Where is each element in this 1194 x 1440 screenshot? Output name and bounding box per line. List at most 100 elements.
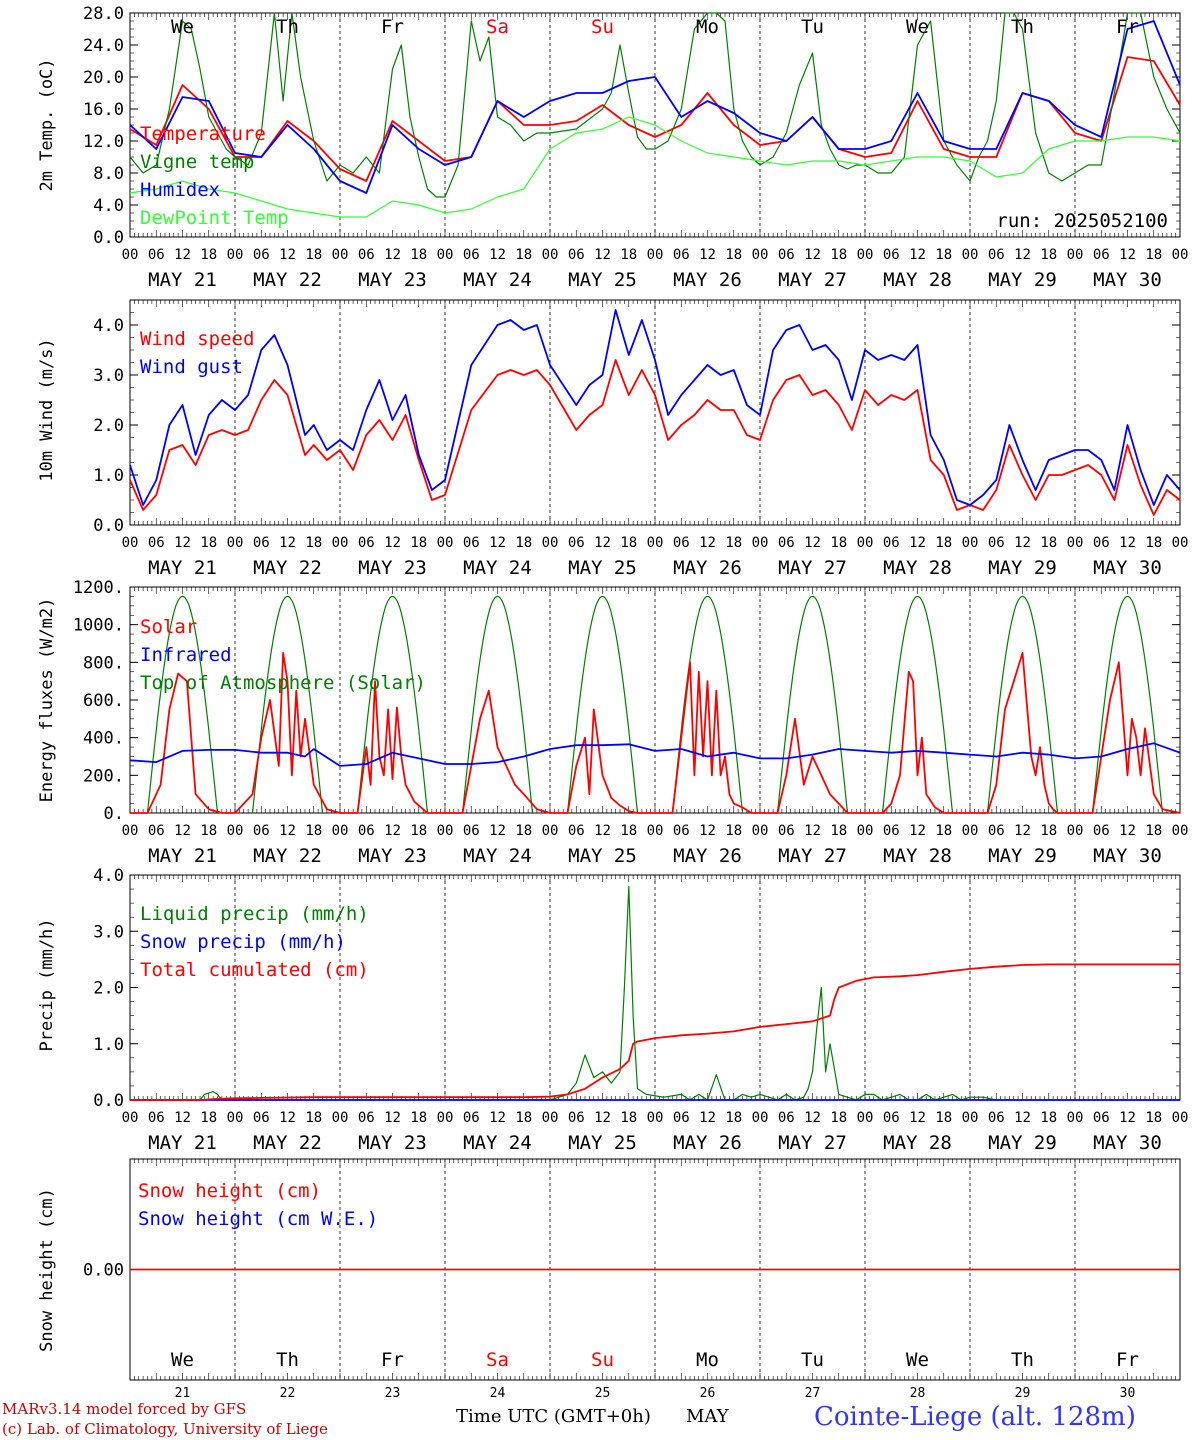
hour-tick-label: 06 <box>673 823 690 839</box>
toa-solar-curve <box>671 595 744 814</box>
hour-tick-label: 12 <box>594 1110 611 1126</box>
y-tick-label: 4.0 <box>93 196 124 216</box>
run-label: run: 2025052100 <box>996 210 1168 232</box>
hour-tick-label: 00 <box>857 535 874 551</box>
hour-tick-label: 18 <box>935 1110 952 1126</box>
hour-tick-label: 18 <box>620 1110 637 1126</box>
hour-tick-label: 00 <box>437 823 454 839</box>
hour-tick-label: 12 <box>1014 823 1031 839</box>
hour-tick-label: 06 <box>253 247 270 263</box>
weekday-label-bottom: Mo <box>696 1349 719 1371</box>
hour-tick-label: 00 <box>542 823 559 839</box>
time-axis-title: Time UTC (GMT+0h) <box>456 1406 651 1427</box>
day-number-label: 25 <box>595 1386 611 1401</box>
hour-tick-label: 18 <box>515 535 532 551</box>
y-tick-label: 1000. <box>73 616 124 636</box>
date-label: MAY 24 <box>463 269 532 291</box>
weekday-label-top: Th <box>276 16 299 38</box>
y-tick-label: 3.0 <box>93 366 124 386</box>
legend-entry: Snow height (cm W.E.) <box>138 1208 378 1230</box>
hour-tick-label: 00 <box>647 247 664 263</box>
date-label: MAY 23 <box>358 557 427 579</box>
hour-tick-label: 06 <box>673 1110 690 1126</box>
date-label: MAY 27 <box>778 1132 847 1154</box>
hour-tick-label: 00 <box>1172 823 1189 839</box>
hour-tick-label: 12 <box>1119 247 1136 263</box>
hour-tick-label: 12 <box>279 535 296 551</box>
hour-tick-label: 18 <box>830 1110 847 1126</box>
day-number-label: 26 <box>700 1386 716 1401</box>
hour-tick-label: 12 <box>699 247 716 263</box>
hour-tick-label: 06 <box>568 1110 585 1126</box>
hour-tick-label: 06 <box>358 247 375 263</box>
date-label: MAY 26 <box>673 1132 742 1154</box>
hour-tick-label: 00 <box>332 823 349 839</box>
hour-tick-label: 18 <box>200 535 217 551</box>
hour-tick-label: 18 <box>830 247 847 263</box>
hour-tick-label: 00 <box>122 823 139 839</box>
hour-tick-label: 06 <box>358 1110 375 1126</box>
date-label: MAY 27 <box>778 845 847 867</box>
weekday-label-top: Sa <box>486 16 509 38</box>
y-tick-label: 200. <box>83 766 124 786</box>
hour-tick-label: 06 <box>148 247 165 263</box>
hour-tick-label: 12 <box>384 1110 401 1126</box>
hour-tick-label: 00 <box>542 247 559 263</box>
y-tick-label: 12.0 <box>83 132 124 152</box>
series-line-2 <box>129 20 1181 194</box>
date-label: MAY 25 <box>568 845 637 867</box>
series-line-0 <box>130 652 1181 814</box>
series-line-3 <box>129 116 1181 218</box>
date-label: MAY 26 <box>673 845 742 867</box>
date-label: MAY 21 <box>148 557 217 579</box>
hour-tick-label: 12 <box>594 535 611 551</box>
hour-tick-label: 06 <box>253 535 270 551</box>
hour-tick-label: 00 <box>332 1110 349 1126</box>
hour-tick-label: 18 <box>410 823 427 839</box>
hour-tick-label: 18 <box>935 247 952 263</box>
hour-tick-label: 00 <box>227 247 244 263</box>
date-label: MAY 27 <box>778 557 847 579</box>
series-line-0 <box>129 359 1181 516</box>
hour-tick-label: 12 <box>174 247 191 263</box>
hour-tick-label: 18 <box>515 1110 532 1126</box>
hour-tick-label: 18 <box>935 535 952 551</box>
hour-tick-label: 18 <box>1040 1110 1057 1126</box>
y-axis-label: Snow height (cm) <box>37 1188 57 1352</box>
credits-line2: (c) Lab. of Climatology, University of L… <box>2 1420 328 1438</box>
weekday-label-bottom: Sa <box>486 1349 509 1371</box>
station-label: Cointe-Liege (alt. 128m) <box>814 1402 1136 1432</box>
hour-tick-label: 00 <box>1172 535 1189 551</box>
y-tick-label: 0.00 <box>83 1261 124 1281</box>
y-tick-label: 16.0 <box>83 100 124 120</box>
hour-tick-label: 06 <box>988 535 1005 551</box>
date-label: MAY 29 <box>988 269 1057 291</box>
hour-tick-label: 18 <box>620 247 637 263</box>
hour-tick-label: 18 <box>515 247 532 263</box>
legend-entry: Total cumulated (cm) <box>140 959 369 981</box>
hour-tick-label: 00 <box>857 823 874 839</box>
hour-tick-label: 00 <box>647 535 664 551</box>
hour-tick-label: 06 <box>673 247 690 263</box>
hour-tick-label: 06 <box>253 823 270 839</box>
hour-tick-label: 12 <box>174 535 191 551</box>
date-label: MAY 21 <box>148 269 217 291</box>
day-number-label: 24 <box>490 1386 506 1401</box>
legend-entry: Humidex <box>140 179 220 201</box>
hour-tick-label: 12 <box>909 535 926 551</box>
weekday-label-top: We <box>171 16 194 38</box>
hour-tick-label: 18 <box>305 1110 322 1126</box>
hour-tick-label: 18 <box>620 823 637 839</box>
weekday-label-top: Th <box>1011 16 1034 38</box>
legend-entry: Snow precip (mm/h) <box>140 931 346 953</box>
y-tick-label: 1.0 <box>93 1035 124 1055</box>
hour-tick-label: 00 <box>227 823 244 839</box>
hour-tick-label: 00 <box>1067 535 1084 551</box>
legend-entry: Wind gust <box>140 356 243 378</box>
hour-tick-label: 18 <box>725 247 742 263</box>
weekday-label-top: Fr <box>381 16 404 38</box>
date-label: MAY 30 <box>1093 269 1162 291</box>
y-tick-label: 24.0 <box>83 36 124 56</box>
hour-tick-label: 00 <box>1172 247 1189 263</box>
hour-tick-label: 12 <box>384 247 401 263</box>
